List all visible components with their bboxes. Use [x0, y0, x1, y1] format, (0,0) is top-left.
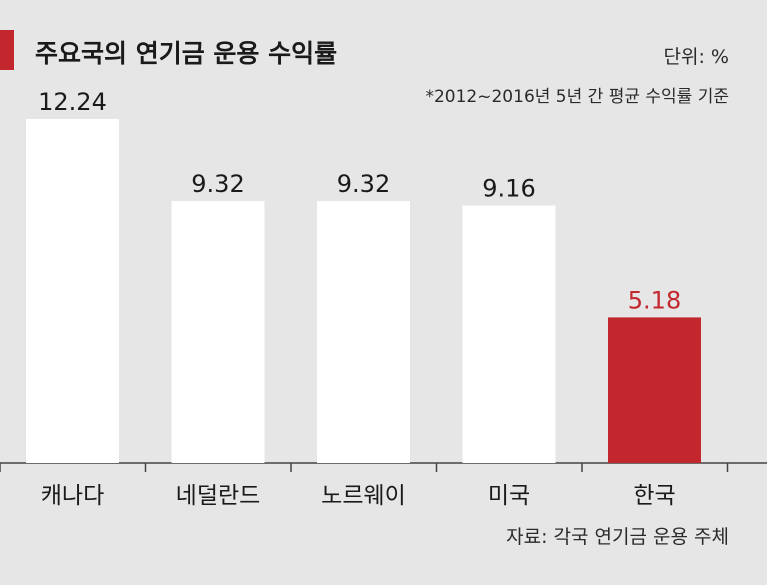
source-note: 자료: 각국 연기금 운용 주체	[506, 526, 729, 548]
bar	[171, 201, 265, 463]
bar-value-label: 5.18	[628, 286, 681, 314]
bar-value-label: 9.32	[191, 170, 244, 198]
unit-label: 단위: %	[663, 46, 729, 68]
footnote: *2012~2016년 5년 간 평균 수익률 기준	[425, 87, 729, 107]
category-label: 미국	[488, 483, 530, 509]
category-label: 캐나다	[41, 483, 104, 509]
bar-value-label: 12.24	[38, 88, 107, 116]
bar	[608, 317, 701, 463]
category-label: 한국	[633, 483, 675, 509]
category-label: 네덜란드	[176, 483, 261, 509]
bar-value-label: 9.32	[337, 170, 390, 198]
bar	[462, 205, 556, 464]
title-accent-bar	[0, 30, 14, 70]
bar-value-label: 9.16	[482, 175, 535, 203]
bar	[317, 201, 410, 463]
bar	[26, 119, 119, 463]
category-label: 노르웨이	[321, 483, 406, 509]
chart-title: 주요국의 연기금 운용 수익률	[35, 39, 338, 68]
